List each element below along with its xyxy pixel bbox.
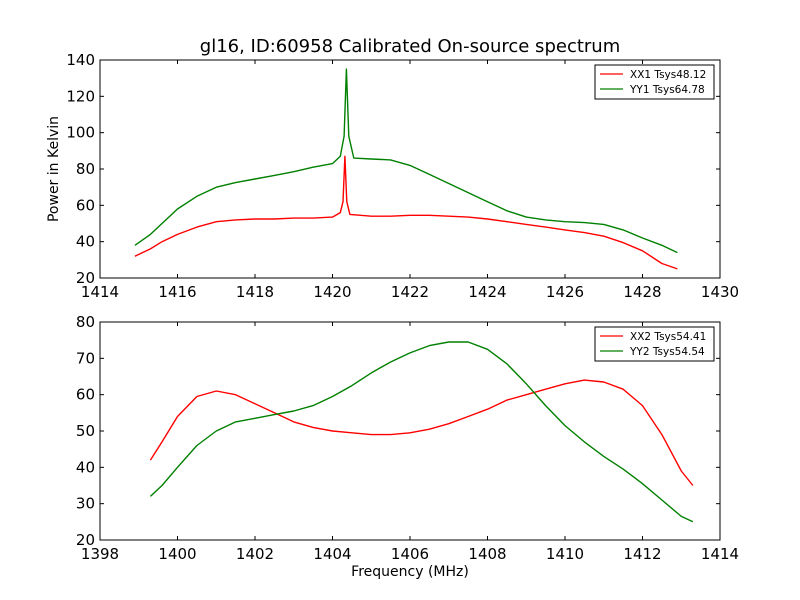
y-tick-label: 20 — [76, 269, 95, 287]
x-tick-label: 1418 — [236, 283, 274, 301]
x-tick-label: 1422 — [391, 283, 429, 301]
x-tick-label: 1416 — [158, 283, 196, 301]
bottom-axis-ticks: 1398 1400 1402 1404 1406 1408 1410 1412 1414 20 30… — [76, 313, 739, 563]
y-tick-label: 30 — [76, 495, 95, 513]
y-tick-label: 40 — [76, 233, 95, 251]
y-axis-label: Power in Kelvin — [46, 116, 62, 222]
x-axis-label: Frequency (MHz) — [351, 564, 469, 580]
legend-box — [594, 64, 715, 100]
bottom-series-layer — [149, 341, 694, 523]
legend-label-yy2: YY2 Tsys54.54 — [629, 346, 705, 358]
bottom-plot-frame — [99, 321, 721, 541]
x-tick-label: 1398 — [81, 545, 119, 563]
y-tick-label: 70 — [76, 349, 95, 367]
top-legend: XX1 Tsys48.12 YY1 Tsys64.78 — [594, 64, 715, 100]
series-line-yy1 — [134, 68, 678, 254]
x-tick-label: 1424 — [468, 283, 506, 301]
series-line-yy2 — [149, 341, 694, 523]
bottom-spectrum-panel: Frequency (MHz) 1398 1400 1402 1404 1406 1408… — [76, 313, 739, 580]
x-tick-label: 1426 — [546, 283, 584, 301]
top-plot-frame — [99, 59, 721, 279]
x-tick-label: 1410 — [546, 545, 584, 563]
y-tick-label: 100 — [66, 124, 95, 142]
x-tick-label: 1430 — [701, 283, 739, 301]
x-tick-label: 1420 — [313, 283, 351, 301]
x-tick-label: 1400 — [158, 545, 196, 563]
y-tick-label: 40 — [76, 458, 95, 476]
top-axis-ticks: 1414 1416 1418 1420 1422 1424 1426 1428 1430 20 40… — [66, 51, 739, 301]
top-spectrum-panel: gl16, ID:60958 Calibrated On-source spec… — [46, 36, 739, 301]
legend-label-xx2: XX2 Tsys54.41 — [630, 331, 706, 343]
x-tick-label: 1408 — [468, 545, 506, 563]
x-tick-label: 1402 — [236, 545, 274, 563]
x-tick-label: 1414 — [81, 283, 119, 301]
legend-label-yy1: YY1 Tsys64.78 — [629, 84, 705, 96]
series-line-xx2 — [149, 379, 694, 486]
y-tick-label: 60 — [76, 196, 95, 214]
x-tick-label: 1428 — [623, 283, 661, 301]
chart-title: gl16, ID:60958 Calibrated On-source spec… — [200, 36, 620, 57]
bottom-legend: XX2 Tsys54.41 YY2 Tsys54.54 — [594, 326, 715, 362]
y-tick-label: 50 — [76, 422, 95, 440]
top-series-layer — [134, 68, 678, 270]
legend-box — [594, 326, 715, 362]
legend-label-xx1: XX1 Tsys48.12 — [630, 69, 706, 81]
y-tick-label: 60 — [76, 386, 95, 404]
x-tick-label: 1412 — [623, 545, 661, 563]
y-tick-label: 120 — [66, 87, 95, 105]
series-line-xx1 — [134, 155, 678, 270]
x-tick-label: 1404 — [313, 545, 351, 563]
y-tick-label: 80 — [76, 160, 95, 178]
x-tick-label: 1414 — [701, 545, 739, 563]
y-tick-label: 140 — [66, 51, 95, 69]
y-tick-label: 80 — [76, 313, 95, 331]
x-tick-label: 1406 — [391, 545, 429, 563]
y-tick-label: 20 — [76, 531, 95, 549]
